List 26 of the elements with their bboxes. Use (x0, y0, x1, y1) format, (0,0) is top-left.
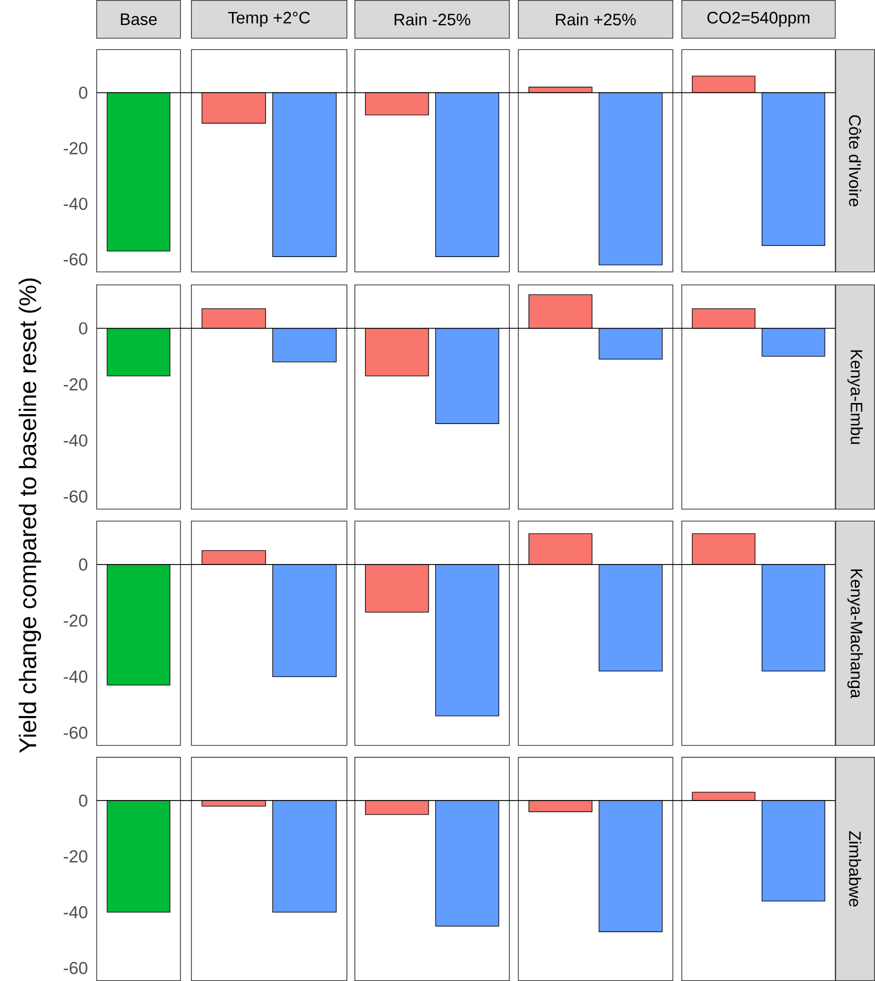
y-tick-label: -60 (64, 490, 88, 503)
y-tick-label: -40 (64, 434, 88, 447)
y2-axis-title: Côte d'Ivoire (848, 115, 862, 206)
y-tick-label: -60 (64, 962, 88, 974)
x-tick-label: Temp +2°C (228, 12, 310, 27)
y2-axis-title: Kenya-Machanga (847, 569, 863, 698)
y-tick-label: 0 (79, 322, 88, 334)
y-tick-label: -20 (64, 850, 88, 863)
x-tick-label: Rain +25% (556, 13, 636, 26)
y-tick-label: -40 (64, 670, 88, 683)
y-tick-label: -60 (64, 253, 88, 266)
y-tick-label: 0 (79, 794, 88, 807)
y-tick-label: -40 (64, 906, 88, 918)
y2-axis-title: Kenya-Embu (847, 350, 863, 444)
y-tick-label: -20 (64, 142, 88, 154)
y-tick-label: -20 (64, 378, 88, 390)
y-axis-title: Yield change compared to baseline reset (%) (18, 278, 41, 753)
y-tick-label: 0 (79, 558, 88, 571)
y-tick-label: -40 (64, 198, 88, 210)
y2-axis-title: Zimbabwe (848, 831, 862, 907)
y-tick-label: -20 (64, 614, 88, 627)
y-tick-label: -60 (64, 726, 88, 739)
x-tick-label: Rain -25% (394, 13, 470, 26)
x-tick-label: CO2=540ppm (707, 12, 810, 27)
y-tick-label: 0 (79, 86, 88, 99)
x-tick-label: Base (120, 14, 157, 26)
